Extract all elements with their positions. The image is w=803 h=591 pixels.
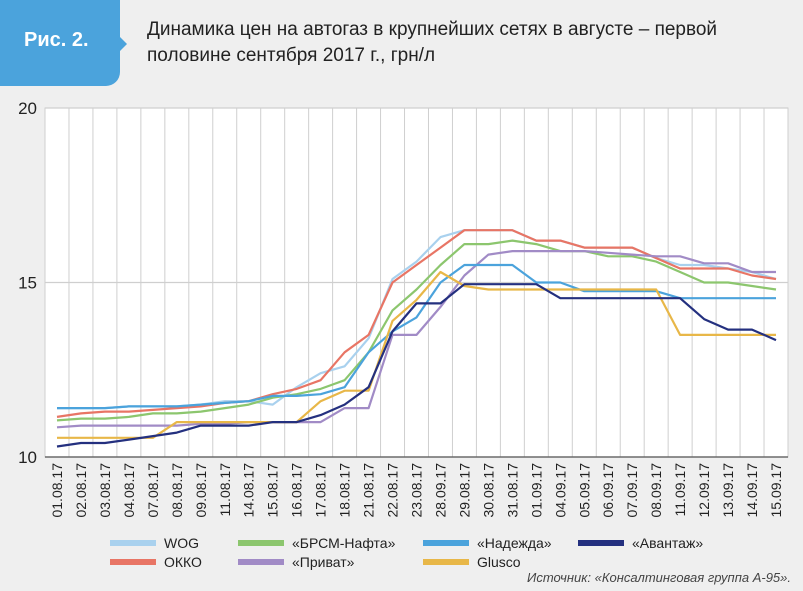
x-tick-label: 16.08.17 <box>289 463 305 518</box>
x-tick-label: 11.08.17 <box>217 463 233 517</box>
line-chart: 20 15 10 01.08.17 02.08.17 03.08.17 04.08.17 07… <box>18 99 789 518</box>
x-tick-label: 31.08.17 <box>504 463 520 518</box>
x-tick-label: 08.09.17 <box>648 463 664 518</box>
x-tick-label: 13.09.17 <box>720 463 736 518</box>
x-tick-label: 14.09.17 <box>744 463 760 518</box>
x-tick-label: 17.08.17 <box>313 463 329 518</box>
x-tick-label: 04.08.17 <box>121 463 137 518</box>
header: Рис. 2. Динамика цен на автогаз в крупне… <box>0 0 803 88</box>
x-tick-label: 15.09.17 <box>768 463 784 518</box>
figure-badge: Рис. 2. <box>0 0 120 86</box>
series-line <box>56 250 776 429</box>
x-tick-label: 23.08.17 <box>409 463 425 518</box>
x-tick-label: 22.08.17 <box>385 463 401 518</box>
x-tick-label: 04.09.17 <box>552 463 568 518</box>
x-tick-label: 07.08.17 <box>145 463 161 518</box>
x-tick-label: 15.08.17 <box>265 463 281 518</box>
x-tick-label: 06.09.17 <box>600 463 616 518</box>
x-tick-label: 01.09.17 <box>528 463 544 518</box>
chart-area: 20 15 10 01.08.17 02.08.17 03.08.17 04.08.17 07… <box>0 88 803 591</box>
x-tick-label: 30.08.17 <box>480 463 496 518</box>
x-tick-label: 02.08.17 <box>73 463 89 518</box>
badge-arrow-icon <box>118 35 127 53</box>
chart-title: Динамика цен на автогаз в крупнейших сет… <box>147 19 718 66</box>
x-tick-label: 03.08.17 <box>97 463 113 518</box>
x-tick-label: 28.09.17 <box>432 463 448 518</box>
x-tick-label: 11.09.17 <box>672 463 688 517</box>
y-tick-label: 15 <box>18 274 37 293</box>
figure-label: Рис. 2. <box>24 29 89 51</box>
x-tick-label: 08.08.17 <box>169 463 185 518</box>
series-line <box>56 229 777 418</box>
source-note: Источник: «Консалтинговая группа А-95». <box>527 570 791 585</box>
series-line <box>56 283 777 448</box>
series-line <box>56 239 777 422</box>
x-tick-label: 21.08.17 <box>361 463 377 518</box>
y-tick-label: 20 <box>18 99 37 118</box>
x-tick-label: 18.08.17 <box>337 463 353 518</box>
x-tick-label: 09.08.17 <box>193 463 209 518</box>
x-tick-label: 14.08.17 <box>241 463 257 518</box>
y-tick-label: 10 <box>18 448 37 467</box>
x-tick-label: 29.08.17 <box>456 463 472 518</box>
x-tick-label: 05.09.17 <box>576 463 592 518</box>
x-tick-label: 07.09.17 <box>624 463 640 518</box>
x-tick-label: 01.08.17 <box>49 463 65 518</box>
x-tick-label: 12.09.17 <box>696 463 712 518</box>
series-line <box>57 270 776 439</box>
